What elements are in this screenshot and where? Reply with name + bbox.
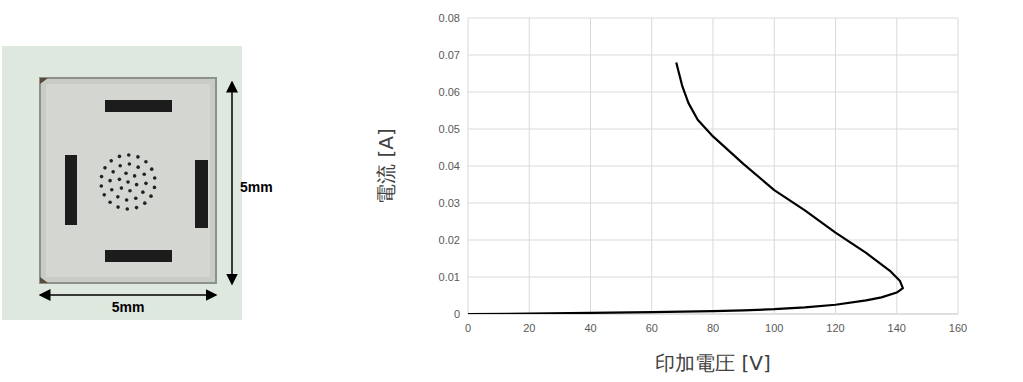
emitter-hole (108, 200, 112, 204)
emitter-hole (125, 207, 129, 211)
electrode (105, 100, 172, 112)
page: 5mm5mm00.010.020.030.040.050.060.070.080… (0, 0, 1023, 382)
emitter-hole (109, 159, 113, 163)
emitter-hole (153, 186, 157, 190)
emitter-hole (153, 176, 157, 180)
chip-surface (46, 84, 210, 277)
emitter-hole (124, 171, 128, 175)
emitter-hole (134, 196, 138, 200)
emitter-hole (141, 190, 145, 194)
electrode (195, 160, 208, 228)
width-arrow (40, 294, 216, 296)
emitter-hole (126, 180, 130, 184)
chip (40, 78, 216, 283)
emitter-hole (150, 167, 154, 171)
emitter-hole (135, 206, 139, 210)
emitter-hole (125, 198, 129, 202)
emitter-hole (111, 170, 115, 174)
plot-area (468, 62, 903, 314)
chip-corner (40, 78, 48, 283)
emitter-hole (127, 153, 131, 157)
emitter-hole (100, 175, 104, 179)
y-tick-label: 0.05 (439, 123, 460, 135)
x-tick-label: 80 (707, 322, 719, 334)
width-label: 5mm (112, 299, 145, 315)
emitter-hole (116, 195, 120, 199)
emitter-hole (99, 184, 103, 188)
chip-photo: 5mm 5mm (2, 46, 273, 320)
chart: 0 0.01 0.02 0.03 0.04 0.05 0.06 0.07 0.08 0 20 40 60… (374, 12, 967, 375)
x-axis-title: 印加電圧 [V] (655, 351, 771, 375)
x-tick-label: 120 (826, 322, 844, 334)
emitter-hole (110, 188, 114, 192)
emitter-hole (118, 155, 122, 159)
emitter-hole (144, 160, 148, 164)
height-label: 5mm (240, 179, 273, 195)
x-tick-label: 160 (949, 322, 967, 334)
height-arrow (231, 82, 233, 284)
x-grid-line (958, 18, 959, 314)
x-tick-label: 0 (465, 322, 471, 334)
figure: 5mm5mm00.010.020.030.040.050.060.070.080… (0, 0, 1023, 382)
y-axis-title: 電流 [A] (374, 128, 398, 204)
x-grid-line (590, 18, 591, 314)
x-grid-line (651, 18, 652, 314)
emitter-hole (143, 201, 147, 205)
y-tick-label: 0.08 (439, 12, 460, 24)
emitter-hole (120, 186, 124, 190)
photo-background (2, 46, 242, 320)
emitter-hole (136, 155, 140, 159)
x-tick-label: 140 (888, 322, 906, 334)
y-tick-label: 0 (454, 308, 460, 320)
y-tick-label: 0.03 (439, 197, 460, 209)
emitter-hole (149, 194, 153, 198)
x-tick-label: 100 (765, 322, 783, 334)
emitter-hole (135, 183, 139, 187)
y-tick-label: 0.02 (439, 234, 460, 246)
electrode (105, 250, 172, 262)
emitter-hole (142, 172, 146, 176)
emitter-hole (116, 205, 120, 209)
emitter-hole (136, 165, 140, 169)
emitter-hole (118, 178, 122, 182)
y-tick-label: 0.07 (439, 49, 460, 61)
x-grid-line (896, 18, 897, 314)
y-tick-label: 0.01 (439, 271, 460, 283)
x-grid-line (774, 18, 775, 314)
emitter-hole (118, 164, 122, 168)
x-grid-line (835, 18, 836, 314)
x-grid-line (468, 18, 469, 314)
emitter-hole (102, 193, 106, 197)
electrode (65, 155, 77, 225)
x-tick-label: 60 (646, 322, 658, 334)
emitter-hole (133, 174, 137, 178)
emitter-hole (144, 182, 148, 186)
y-tick-label: 0.04 (439, 160, 460, 172)
x-grid-line (713, 18, 714, 314)
emitter-hole (108, 179, 112, 183)
x-grid-line (529, 18, 530, 314)
x-tick-label: 40 (584, 322, 596, 334)
iv-curve (468, 62, 903, 314)
emitter-hole (128, 189, 132, 193)
y-tick-label: 0.06 (439, 86, 460, 98)
emitter-hole (128, 162, 132, 166)
x-tick-label: 20 (523, 322, 535, 334)
emitter-hole (103, 166, 107, 170)
